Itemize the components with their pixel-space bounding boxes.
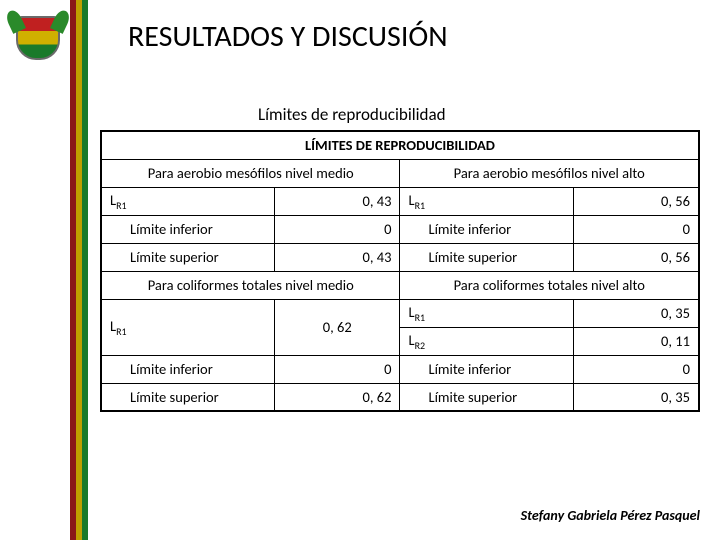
cell-label: Límite superior [101,383,274,411]
page-title: RESULTADOS Y DISCUSIÓN [128,18,448,55]
cell-value: 0, 11 [573,327,699,355]
cell-value: 0 [573,215,699,243]
cell-value: 0, 62 [274,383,400,411]
cell-label: Límite inferior [400,215,573,243]
cell-label: LR1 [400,187,573,215]
cell-value: 0, 62 [274,299,400,355]
cell-value: 0 [573,355,699,383]
cell-label: Límite inferior [101,215,274,243]
table-header: LÍMITES DE REPRODUCIBILIDAD [101,131,699,159]
subtitle: Límites de reproducibilidad [258,104,446,125]
cell-label: LR1 [400,299,573,327]
footer-author: Stefany Gabriela Pérez Pasquel [521,507,700,524]
side-stripe [70,0,88,540]
cell-value: 0, 43 [274,243,400,271]
cell-value: 0, 56 [573,243,699,271]
cell-label: LR2 [400,327,573,355]
cell-label: LR1 [101,299,274,355]
block1-right-title: Para aerobio mesófilos nivel alto [400,159,699,187]
logo-crest [8,8,68,68]
cell-label: Límite inferior [400,355,573,383]
cell-label: Límite superior [400,243,573,271]
cell-label: Límite superior [400,383,573,411]
cell-value: 0, 43 [274,187,400,215]
reproducibility-table: LÍMITES DE REPRODUCIBILIDAD Para aerobio… [100,130,700,412]
cell-label: LR1 [101,187,274,215]
cell-value: 0, 35 [573,383,699,411]
block1-left-title: Para aerobio mesófilos nivel medio [101,159,400,187]
cell-label: Límite inferior [101,355,274,383]
block2-left-title: Para coliformes totales nivel medio [101,271,400,299]
cell-value: 0, 56 [573,187,699,215]
cell-label: Límite superior [101,243,274,271]
cell-value: 0 [274,355,400,383]
cell-value: 0, 35 [573,299,699,327]
cell-value: 0 [274,215,400,243]
block2-right-title: Para coliformes totales nivel alto [400,271,699,299]
